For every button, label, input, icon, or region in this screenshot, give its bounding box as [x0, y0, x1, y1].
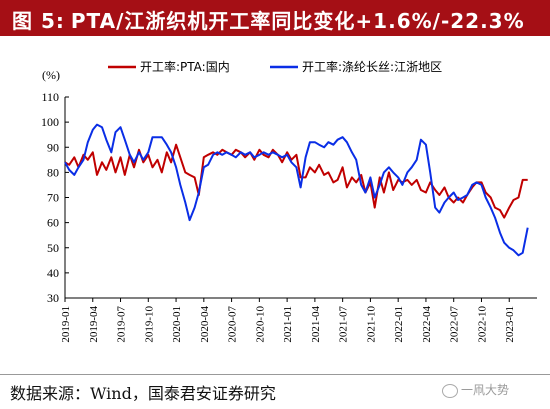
x-tick-label: 2022-04	[421, 306, 433, 343]
wechat-icon	[442, 383, 458, 398]
x-tick-label: 2020-04	[199, 306, 211, 343]
x-tick-label: 2019-10	[143, 306, 155, 343]
y-axis: 30 40 50 60 70 80 90 100 110	[41, 90, 69, 305]
x-tick-label: 2021-10	[365, 306, 377, 343]
y-tick-label: 70	[47, 191, 59, 205]
y-tick-label: 110	[41, 90, 59, 104]
y-tick-label: 40	[47, 266, 59, 280]
y-tick-label: 100	[41, 115, 59, 129]
y-tick-label: 60	[47, 216, 59, 230]
series-lines	[64, 123, 529, 257]
x-tick-label: 2022-10	[476, 306, 488, 343]
data-source-note: 数据来源：Wind，国泰君安证券研究	[10, 384, 276, 403]
x-tick-label: 2021-07	[338, 306, 350, 343]
x-tick-label: 2022-07	[449, 306, 461, 343]
x-tick-label: 2023-01	[504, 306, 516, 343]
x-tick-label: 2020-01	[171, 306, 183, 343]
footer-divider	[0, 374, 550, 375]
title-bar: 图 5: PTA/江浙织机开工率同比变化+1.6%/-22.3%	[0, 0, 550, 36]
x-axis: 2019-01 2019-04 2019-07 2019-10 2020-01 2020-…	[60, 297, 537, 343]
x-tick-label: 2021-01	[282, 306, 294, 343]
y-tick-label: 30	[47, 291, 59, 305]
y-axis-unit-label: (%)	[42, 68, 60, 82]
figure-label: 图 5:	[12, 9, 65, 33]
y-tick-label: 80	[47, 165, 59, 179]
legend-label: 开工率:涤纶长丝:江浙地区	[302, 59, 442, 74]
line-chart: 开工率:PTA:国内 开工率:涤纶长丝:江浙地区 (%) 30 40 50 60 70 80…	[41, 59, 537, 343]
y-tick-label: 90	[47, 140, 59, 154]
figure-title-text: PTA/江浙织机开工率同比变化+1.6%/-22.3%	[70, 9, 525, 33]
watermark-text: 一凧大势	[461, 383, 510, 397]
legend-label: 开工率:PTA:国内	[140, 59, 230, 74]
y-tick-label: 50	[47, 241, 59, 255]
x-tick-label: 2019-01	[60, 306, 72, 343]
x-tick-label: 2022-01	[393, 306, 405, 343]
x-tick-label: 2020-10	[254, 306, 266, 343]
watermark: 一凧大势	[442, 381, 509, 398]
x-tick-label: 2020-07	[227, 306, 239, 343]
series-line-pta	[64, 143, 528, 219]
x-tick-label: 2019-04	[88, 306, 100, 343]
chart-legend: 开工率:PTA:国内 开工率:涤纶长丝:江浙地区	[108, 59, 442, 74]
x-tick-label: 2021-04	[310, 306, 322, 343]
figure-title: 图 5: PTA/江浙织机开工率同比变化+1.6%/-22.3%	[12, 5, 531, 34]
x-tick-label: 2019-07	[116, 306, 128, 343]
series-line-polyester	[64, 123, 529, 257]
